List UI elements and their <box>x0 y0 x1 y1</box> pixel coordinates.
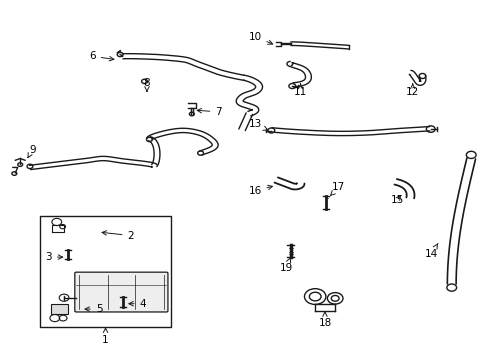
Text: 9: 9 <box>28 144 36 158</box>
Text: 11: 11 <box>293 84 306 97</box>
Bar <box>40 216 171 327</box>
Text: 18: 18 <box>318 312 331 328</box>
Text: 19: 19 <box>279 257 292 273</box>
Text: 14: 14 <box>424 243 437 258</box>
Text: 8: 8 <box>143 78 150 91</box>
FancyBboxPatch shape <box>75 272 167 312</box>
Text: 6: 6 <box>89 51 114 61</box>
Text: 7: 7 <box>197 107 222 117</box>
Text: 10: 10 <box>248 32 272 44</box>
Text: 13: 13 <box>248 120 267 130</box>
Text: 4: 4 <box>129 299 146 309</box>
Text: 2: 2 <box>102 231 134 240</box>
Text: 5: 5 <box>85 304 102 314</box>
Bar <box>51 304 68 315</box>
Text: 17: 17 <box>330 182 345 195</box>
Text: 15: 15 <box>390 195 403 205</box>
Text: 12: 12 <box>405 84 419 97</box>
Text: 1: 1 <box>102 328 109 345</box>
Text: 16: 16 <box>248 185 272 196</box>
Text: 3: 3 <box>45 252 62 262</box>
